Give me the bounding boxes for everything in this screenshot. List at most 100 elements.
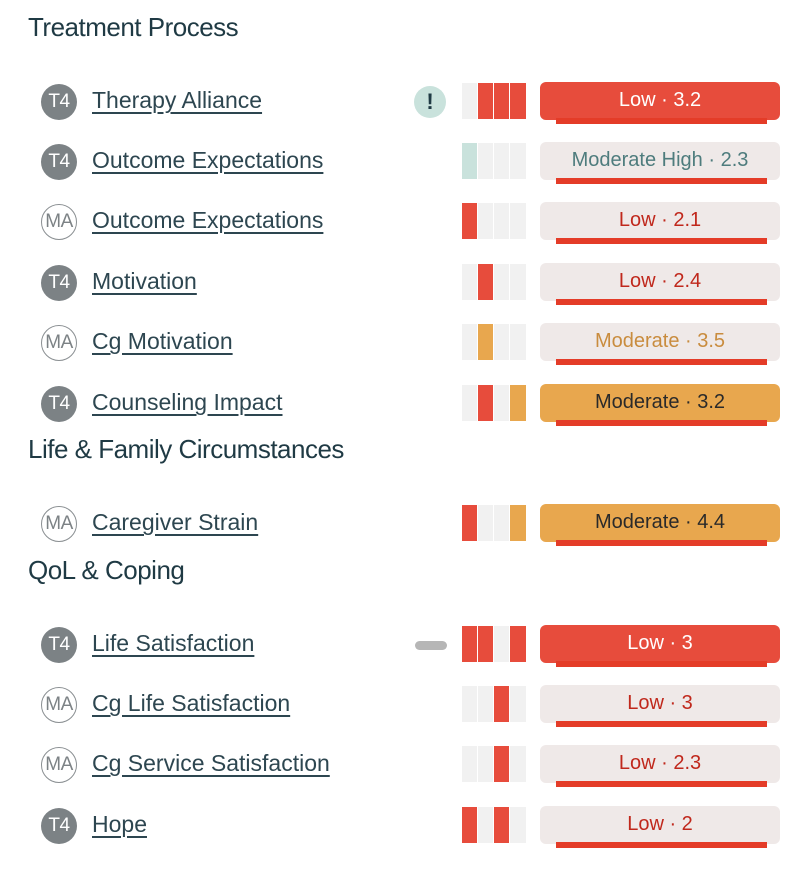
sparkbar-segment — [462, 626, 478, 662]
measure-link[interactable]: Cg Service Satisfaction — [92, 750, 330, 776]
sparkbar-segment — [462, 264, 478, 300]
measure-row: T4 Outcome Expectations Moderate High · 2.… — [0, 142, 810, 184]
measure-link[interactable]: Therapy Alliance — [92, 87, 263, 113]
trend-sparkbar — [462, 686, 526, 722]
sparkbar-segment — [462, 143, 478, 179]
measure-row: MA Caregiver Strain Moderate · 4.4 — [0, 504, 810, 546]
score-pill[interactable]: Low · 3.2 — [540, 82, 780, 120]
sparkbar-segment — [478, 807, 494, 843]
trend-sparkbar — [462, 83, 526, 119]
score-underbar — [556, 721, 767, 727]
score-pill[interactable]: Moderate · 4.4 — [540, 504, 780, 542]
respondent-badge: T4 — [41, 386, 77, 422]
measure-link[interactable]: Outcome Expectations — [92, 207, 324, 233]
respondent-badge: MA — [41, 747, 77, 783]
trend-sparkbar — [462, 264, 526, 300]
score-underbar — [556, 118, 767, 124]
section-title: Life & Family Circumstances — [28, 434, 344, 464]
score-text: Moderate · 3.2 — [594, 390, 726, 413]
measure-link[interactable]: Motivation — [92, 268, 197, 294]
respondent-badge: MA — [41, 687, 77, 723]
sparkbar-segment — [462, 746, 478, 782]
respondent-badge: T4 — [41, 265, 77, 301]
measure-link[interactable]: Hope — [92, 811, 147, 837]
measure-link[interactable]: Caregiver Strain — [92, 509, 259, 535]
section-title: QoL & Coping — [28, 555, 185, 585]
sparkbar-segment — [462, 385, 478, 421]
score-pill[interactable]: Low · 2 — [540, 806, 780, 844]
measure-row: MA Cg Service Satisfaction Low · 2.3 — [0, 745, 810, 787]
sparkbar-segment — [494, 385, 510, 421]
score-underbar — [556, 842, 767, 848]
measure-row: T4 Life Satisfaction Low · 3 — [0, 625, 810, 667]
score-text: Low · 2 — [627, 812, 693, 835]
respondent-badge: MA — [41, 506, 77, 542]
respondent-badge: MA — [41, 325, 77, 361]
measure-row: MA Outcome Expectations Low · 2.1 — [0, 202, 810, 244]
trend-sparkbar — [462, 143, 526, 179]
sparkbar-segment — [478, 83, 494, 119]
sparkbar-segment — [494, 746, 510, 782]
measure-row: T4 Therapy Alliance! Low · 3.2 — [0, 82, 810, 124]
sparkbar-segment — [510, 385, 526, 421]
score-underbar — [556, 359, 767, 365]
measure-row: MA Cg Motivation Moderate · 3.5 — [0, 323, 810, 365]
dash-icon — [415, 641, 447, 650]
measure-link[interactable]: Cg Motivation — [92, 328, 233, 354]
measure-link[interactable]: Outcome Expectations — [92, 147, 324, 173]
sparkbar-segment — [478, 746, 494, 782]
sparkbar-segment — [510, 83, 526, 119]
score-pill[interactable]: Low · 3 — [540, 685, 780, 723]
score-text: Moderate High · 2.3 — [571, 148, 749, 171]
sparkbar-segment — [478, 324, 494, 360]
score-pill[interactable]: Moderate · 3.5 — [540, 323, 780, 361]
sparkbar-segment — [494, 626, 510, 662]
trend-sparkbar — [462, 203, 526, 239]
score-pill[interactable]: Moderate High · 2.3 — [540, 142, 780, 180]
score-underbar — [556, 781, 767, 787]
sparkbar-segment — [494, 203, 510, 239]
score-underbar — [556, 661, 767, 667]
respondent-badge: T4 — [41, 627, 77, 663]
score-pill[interactable]: Low · 2.4 — [540, 263, 780, 301]
trend-sparkbar — [462, 746, 526, 782]
sparkbar-segment — [478, 626, 494, 662]
score-text: Low · 3 — [627, 691, 693, 714]
sparkbar-segment — [462, 505, 478, 541]
measure-link[interactable]: Cg Life Satisfaction — [92, 690, 291, 716]
score-underbar — [556, 178, 767, 184]
sparkbar-segment — [462, 203, 478, 239]
score-underbar — [556, 540, 767, 546]
measure-link[interactable]: Counseling Impact — [92, 389, 283, 415]
measure-row: T4 Hope Low · 2 — [0, 806, 810, 848]
sparkbar-segment — [510, 746, 526, 782]
sparkbar-segment — [478, 385, 494, 421]
measure-link[interactable]: Life Satisfaction — [92, 630, 255, 656]
score-text: Low · 3 — [627, 631, 693, 654]
sparkbar-segment — [510, 264, 526, 300]
score-pill[interactable]: Low · 3 — [540, 625, 780, 663]
section-title: Treatment Process — [28, 12, 239, 42]
score-pill[interactable]: Low · 2.3 — [540, 745, 780, 783]
measure-row: T4 Counseling Impact Moderate · 3.2 — [0, 384, 810, 426]
sparkbar-segment — [510, 143, 526, 179]
sparkbar-segment — [510, 505, 526, 541]
sparkbar-segment — [494, 505, 510, 541]
score-pill[interactable]: Low · 2.1 — [540, 202, 780, 240]
measure-row: T4 Motivation Low · 2.4 — [0, 263, 810, 305]
score-pill[interactable]: Moderate · 3.2 — [540, 384, 780, 422]
score-text: Moderate · 4.4 — [594, 510, 726, 533]
respondent-badge: T4 — [41, 144, 77, 180]
score-text: Low · 2.3 — [618, 751, 702, 774]
respondent-badge: MA — [41, 204, 77, 240]
respondent-badge: T4 — [41, 808, 77, 844]
alert-icon[interactable]: ! — [414, 86, 446, 118]
sparkbar-segment — [494, 264, 510, 300]
sparkbar-segment — [462, 83, 478, 119]
sparkbar-segment — [478, 686, 494, 722]
score-text: Low · 2.1 — [618, 208, 702, 231]
sparkbar-segment — [478, 203, 494, 239]
score-text: Low · 2.4 — [618, 269, 702, 292]
sparkbar-segment — [494, 324, 510, 360]
sparkbar-segment — [510, 203, 526, 239]
